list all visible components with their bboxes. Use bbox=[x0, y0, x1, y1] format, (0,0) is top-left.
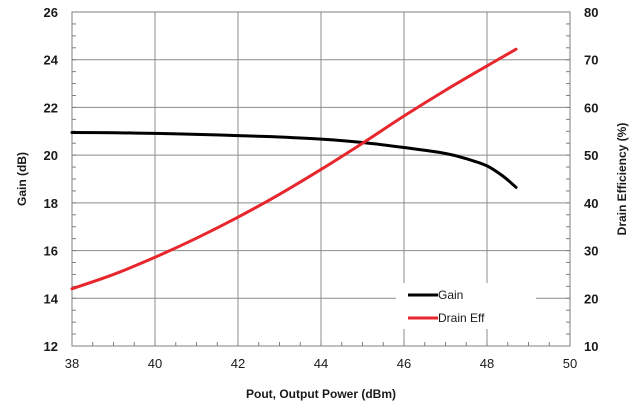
grid bbox=[71, 11, 571, 347]
series-line-gain bbox=[70, 130, 518, 189]
y2-tick-label: 60 bbox=[584, 100, 598, 115]
y-tick-label: 12 bbox=[44, 339, 58, 354]
legend-box bbox=[396, 283, 536, 329]
y2-tick-label: 80 bbox=[584, 5, 598, 20]
y2-tick-labels: 10 20 30 40 50 60 70 80 bbox=[584, 5, 598, 354]
legend-label-drain-eff: Drain Eff bbox=[438, 311, 485, 325]
y-tick-label: 22 bbox=[44, 100, 58, 115]
x-tick-label: 40 bbox=[148, 356, 162, 371]
y-tick-labels: 12 14 16 18 20 22 24 26 bbox=[44, 5, 59, 354]
series-lines bbox=[70, 47, 518, 291]
x-tick-label: 44 bbox=[314, 356, 328, 371]
series-line-drain-eff bbox=[70, 47, 518, 291]
x-tick-label: 48 bbox=[480, 356, 494, 371]
x-axis-title: Pout, Output Power (dBm) bbox=[246, 387, 396, 401]
y-tick-label: 14 bbox=[44, 291, 59, 306]
y2-tick-label: 50 bbox=[584, 148, 598, 163]
y2-axis-title: Drain Efficiency (%) bbox=[615, 123, 629, 236]
y2-tick-label: 40 bbox=[584, 196, 598, 211]
y-tick-label: 26 bbox=[44, 5, 58, 20]
x-tick-label: 50 bbox=[563, 356, 577, 371]
y-tick-label: 16 bbox=[44, 244, 58, 259]
y-tick-label: 20 bbox=[44, 148, 58, 163]
y2-tick-label: 70 bbox=[584, 53, 598, 68]
legend-label-gain: Gain bbox=[438, 288, 463, 302]
x-tick-label: 46 bbox=[397, 356, 411, 371]
y2-tick-label: 30 bbox=[584, 244, 598, 259]
y-axis-title: Gain (dB) bbox=[15, 152, 29, 206]
plot-frame bbox=[71, 11, 571, 347]
y2-tick-label: 20 bbox=[584, 291, 598, 306]
x-tick-label: 42 bbox=[231, 356, 245, 371]
y-tick-label: 24 bbox=[44, 53, 59, 68]
legend: Gain Drain Eff bbox=[396, 283, 536, 329]
x-tick-label: 38 bbox=[65, 356, 79, 371]
y-tick-label: 18 bbox=[44, 196, 58, 211]
y2-tick-label: 10 bbox=[584, 339, 598, 354]
x-tick-labels: 38 40 42 44 46 48 50 bbox=[65, 356, 577, 371]
